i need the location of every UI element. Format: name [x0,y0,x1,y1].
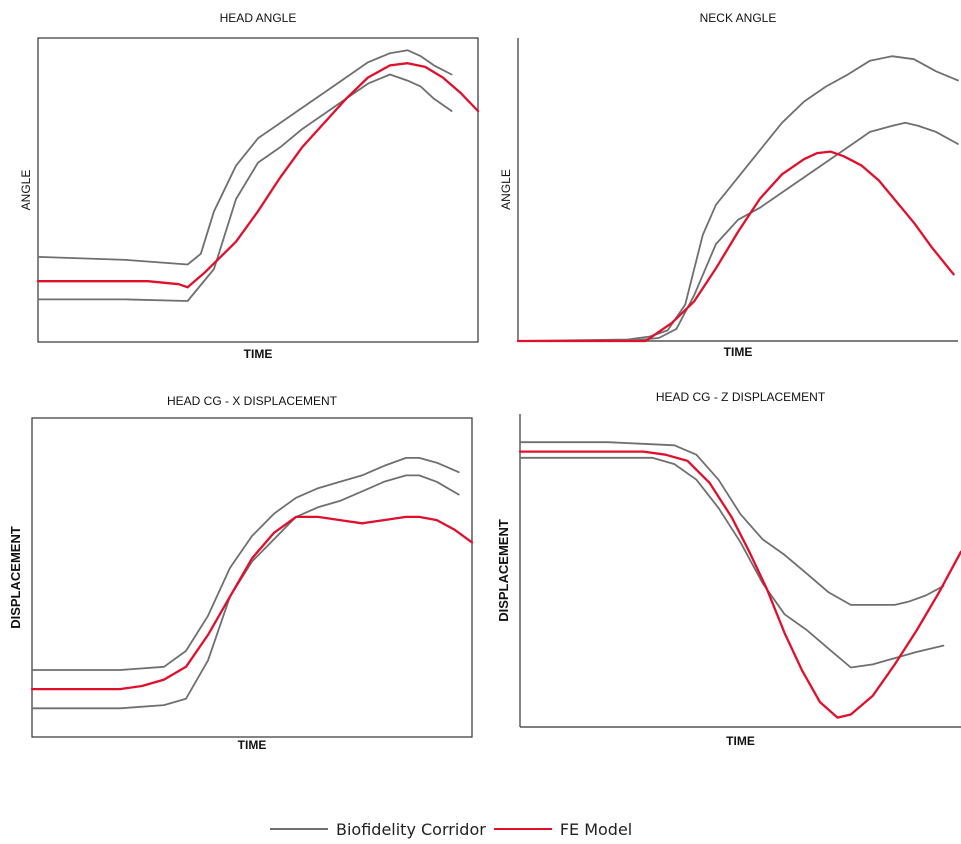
legend-label-model: FE Model [559,819,633,839]
corridor-lower-line [517,121,959,342]
corridor-upper-line [519,441,945,606]
legend-swatch-corridor [270,828,328,830]
x-axis-label: TIME [726,734,755,748]
corridor-lower-line [519,456,945,669]
corridor-lower-line [37,73,453,302]
corridor-upper-line [31,456,460,671]
chart-title: HEAD ANGLE [220,11,297,25]
chart-title: HEAD CG - X DISPLACEMENT [167,394,338,408]
y-axis-label: ANGLE [499,169,513,210]
chart-panel: HEAD ANGLE TIME ANGLE [19,11,480,361]
chart-panel: NECK ANGLE TIME ANGLE [499,11,959,359]
x-axis-label: TIME [244,347,273,361]
y-axis-label: DISPLACEMENT [496,519,511,622]
x-axis-label: TIME [724,345,753,359]
plot-frame [37,37,479,343]
legend-label-corridor: Biofidelity Corridor [336,819,486,839]
chart-title: NECK ANGLE [700,11,777,25]
y-axis-label: ANGLE [19,170,33,211]
y-axis-label: DISPLACEMENT [8,526,23,629]
fe-model-line [30,515,474,691]
chart-title: HEAD CG - Z DISPLACEMENT [656,390,826,404]
x-axis-label: TIME [238,738,267,752]
legend: Biofidelity Corridor FE Model [270,818,640,840]
corridor-upper-line [37,49,453,266]
chart-panel: HEAD CG - Z DISPLACEMENT TIME DISPLACEMENT [496,390,961,748]
corridor-upper-line [517,55,959,342]
chart-panel: HEAD CG - X DISPLACEMENT TIME DISPLACEMENT [8,394,474,752]
fe-model-line [516,150,955,343]
plot-frame [31,417,473,738]
fe-model-line [36,62,480,289]
corridor-lower-line [31,474,460,710]
fe-model-line [518,450,961,719]
legend-swatch-model [493,828,552,830]
